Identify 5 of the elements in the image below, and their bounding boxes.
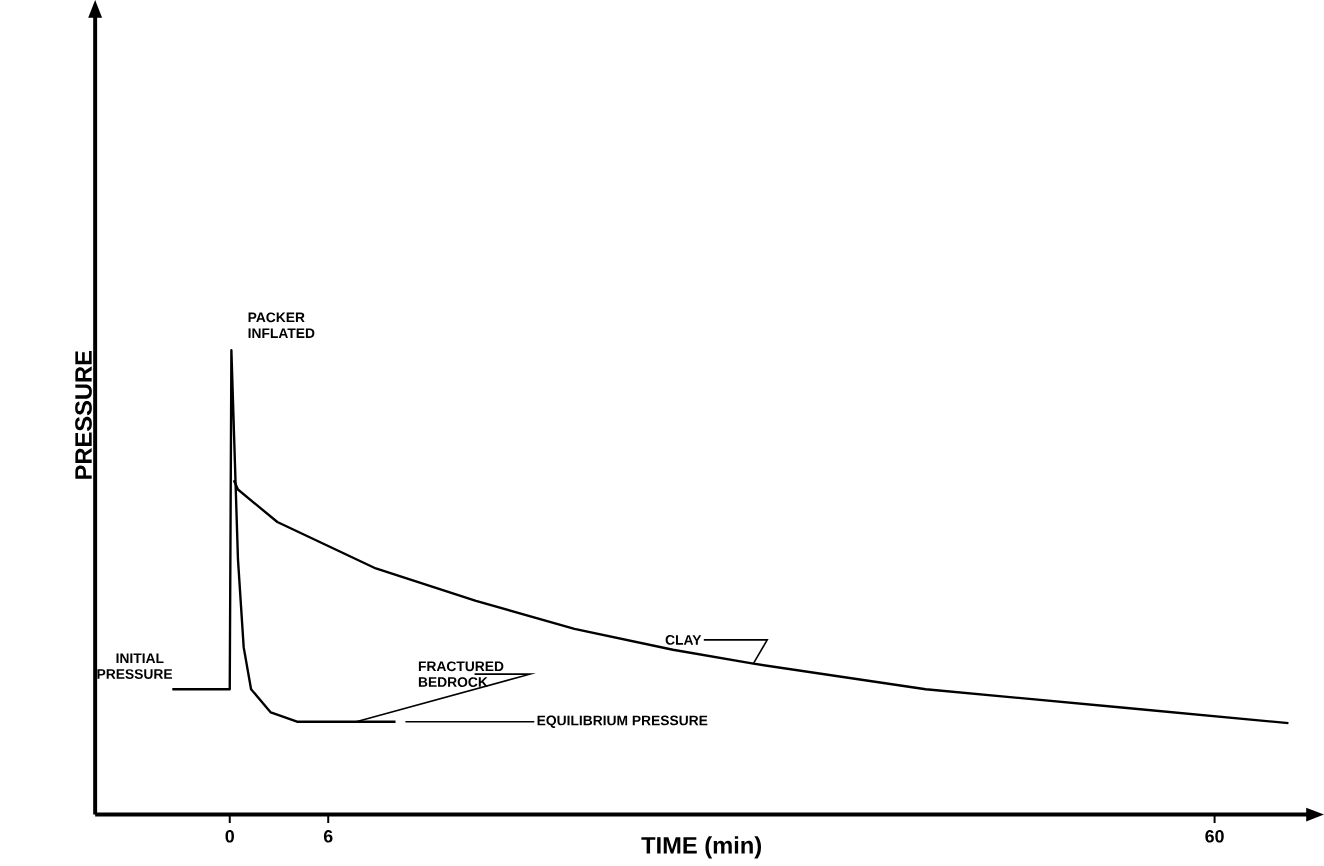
y-axis-title: PRESSURE — [75, 350, 92, 479]
x-tick-label: 0 — [225, 829, 234, 843]
x-tick-label: 6 — [323, 829, 333, 843]
x-tick-label: 60 — [1205, 829, 1224, 843]
x-axis-title: TIME (min) — [641, 836, 762, 859]
